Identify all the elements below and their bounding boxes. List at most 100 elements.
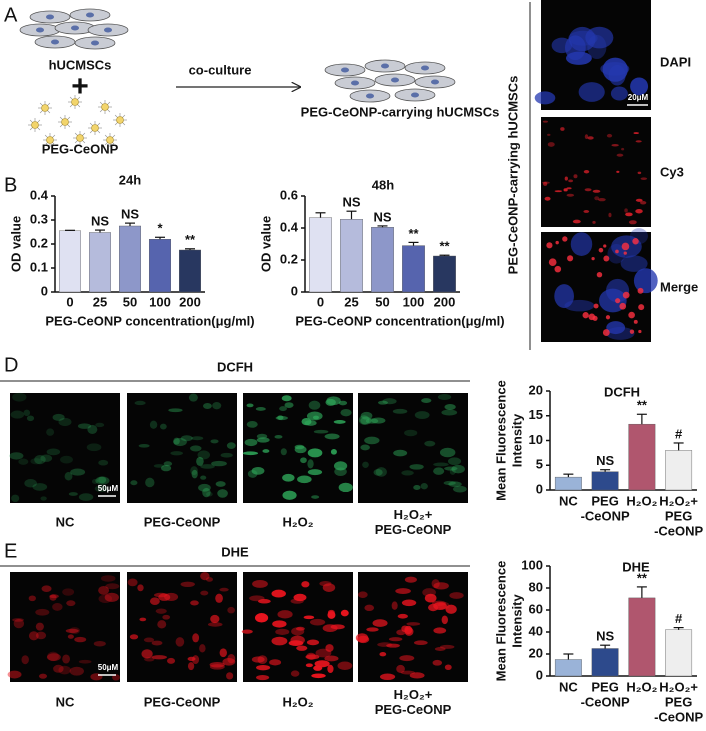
cell-signal <box>187 662 195 671</box>
particle <box>71 98 79 106</box>
cell-signal <box>449 592 464 599</box>
cell-signal <box>445 604 457 614</box>
particle <box>61 118 69 126</box>
cell-signal <box>190 445 202 452</box>
bar <box>178 249 201 293</box>
cell-signal <box>200 572 210 581</box>
micrograph <box>127 393 237 503</box>
cell-signal <box>210 614 220 624</box>
x-tick-label: PEG <box>665 508 692 523</box>
cell-signal <box>282 473 295 482</box>
cell-signal <box>566 187 572 190</box>
cell-signal <box>64 471 73 481</box>
cell-signal <box>594 196 600 201</box>
cell-signal <box>52 413 65 421</box>
cell-signal <box>406 622 421 626</box>
cell-signal <box>338 400 348 406</box>
cell-signal <box>158 593 171 601</box>
y-tick-label: 60 <box>529 601 543 616</box>
cell-signal <box>254 613 269 623</box>
cell-signal <box>364 604 375 612</box>
cell-signal <box>338 482 353 493</box>
nucleus <box>411 92 419 98</box>
cell-signal <box>633 132 639 134</box>
cell-signal <box>210 439 219 444</box>
cell-signal <box>244 438 258 447</box>
significance: ** <box>637 398 648 413</box>
cell-signal <box>439 447 456 458</box>
scale-bar-label: 20μM <box>628 93 649 102</box>
x-tick-label: -CeONP <box>654 523 703 538</box>
cell-signal <box>275 415 288 421</box>
channel-label: Cy3 <box>660 164 684 179</box>
x-tick-label: H₂O₂+ <box>659 679 698 694</box>
cell-signal <box>333 461 348 471</box>
cell-signal <box>324 655 339 662</box>
cell-signal <box>566 193 575 197</box>
cell-signal <box>62 654 71 664</box>
x-tick-label: PEG <box>591 679 618 694</box>
cell-signal <box>94 485 108 493</box>
cell-signal <box>180 435 193 442</box>
cells-label: hUCMSCs <box>49 57 112 72</box>
cell-signal <box>554 284 574 309</box>
cell-signal <box>324 433 340 440</box>
x-tick-label: 25 <box>93 294 107 309</box>
cell-signal <box>551 37 573 54</box>
group-label: H₂O₂+ <box>394 507 433 522</box>
cell-signal <box>591 257 595 261</box>
cell-signal <box>307 459 314 469</box>
cell-signal <box>547 142 555 147</box>
panel-label: D <box>4 354 18 376</box>
cell-signal <box>58 417 72 427</box>
cell-signal <box>105 583 120 590</box>
y-axis-label: Intensity <box>509 594 524 648</box>
cell-signal <box>391 601 398 610</box>
bar <box>554 476 582 491</box>
cell-signal <box>587 136 594 140</box>
significance: NS <box>91 214 109 229</box>
nucleus <box>91 40 99 46</box>
micrograph <box>10 393 120 503</box>
cell-signal <box>192 633 200 643</box>
significance: NS <box>121 207 139 222</box>
x-tick-label: H₂O₂+ <box>659 493 698 508</box>
cell-signal <box>564 176 568 181</box>
cell-signal <box>364 436 380 445</box>
cell-signal <box>404 576 417 583</box>
cell-signal <box>162 614 171 620</box>
cell-signal <box>32 483 48 491</box>
cell-signal <box>227 606 235 614</box>
cell-signal <box>393 449 408 457</box>
cell-signal <box>360 411 373 420</box>
cell-signal <box>202 487 211 498</box>
cell-signal <box>616 153 624 157</box>
cell-signal <box>198 483 211 492</box>
cell-signal <box>428 603 439 612</box>
x-tick-label: 50 <box>123 294 137 309</box>
channel-label: Merge <box>660 279 698 294</box>
cell-signal <box>215 481 226 487</box>
cell-signal <box>443 480 456 486</box>
micrograph <box>358 393 468 503</box>
y-tick-label: 0 <box>291 283 298 298</box>
cell-signal <box>78 493 94 501</box>
cell-signal <box>28 631 39 641</box>
cell-signal <box>566 51 592 65</box>
y-tick-label: 0.2 <box>30 235 48 250</box>
particle <box>76 134 84 142</box>
cell-signal <box>325 644 334 652</box>
cell-signal <box>413 484 421 490</box>
cell-signal <box>372 619 388 627</box>
cell-signal <box>173 437 180 445</box>
y-tick-label: 20 <box>529 645 543 660</box>
cell-signal <box>269 659 282 666</box>
cell-signal <box>49 594 57 601</box>
cell-signal <box>562 236 568 242</box>
cell-signal <box>275 628 290 635</box>
cell-signal <box>67 634 74 639</box>
plus: + <box>71 70 89 103</box>
cell-signal <box>130 480 138 486</box>
cell-signal <box>396 629 406 636</box>
cell-signal <box>141 649 153 659</box>
